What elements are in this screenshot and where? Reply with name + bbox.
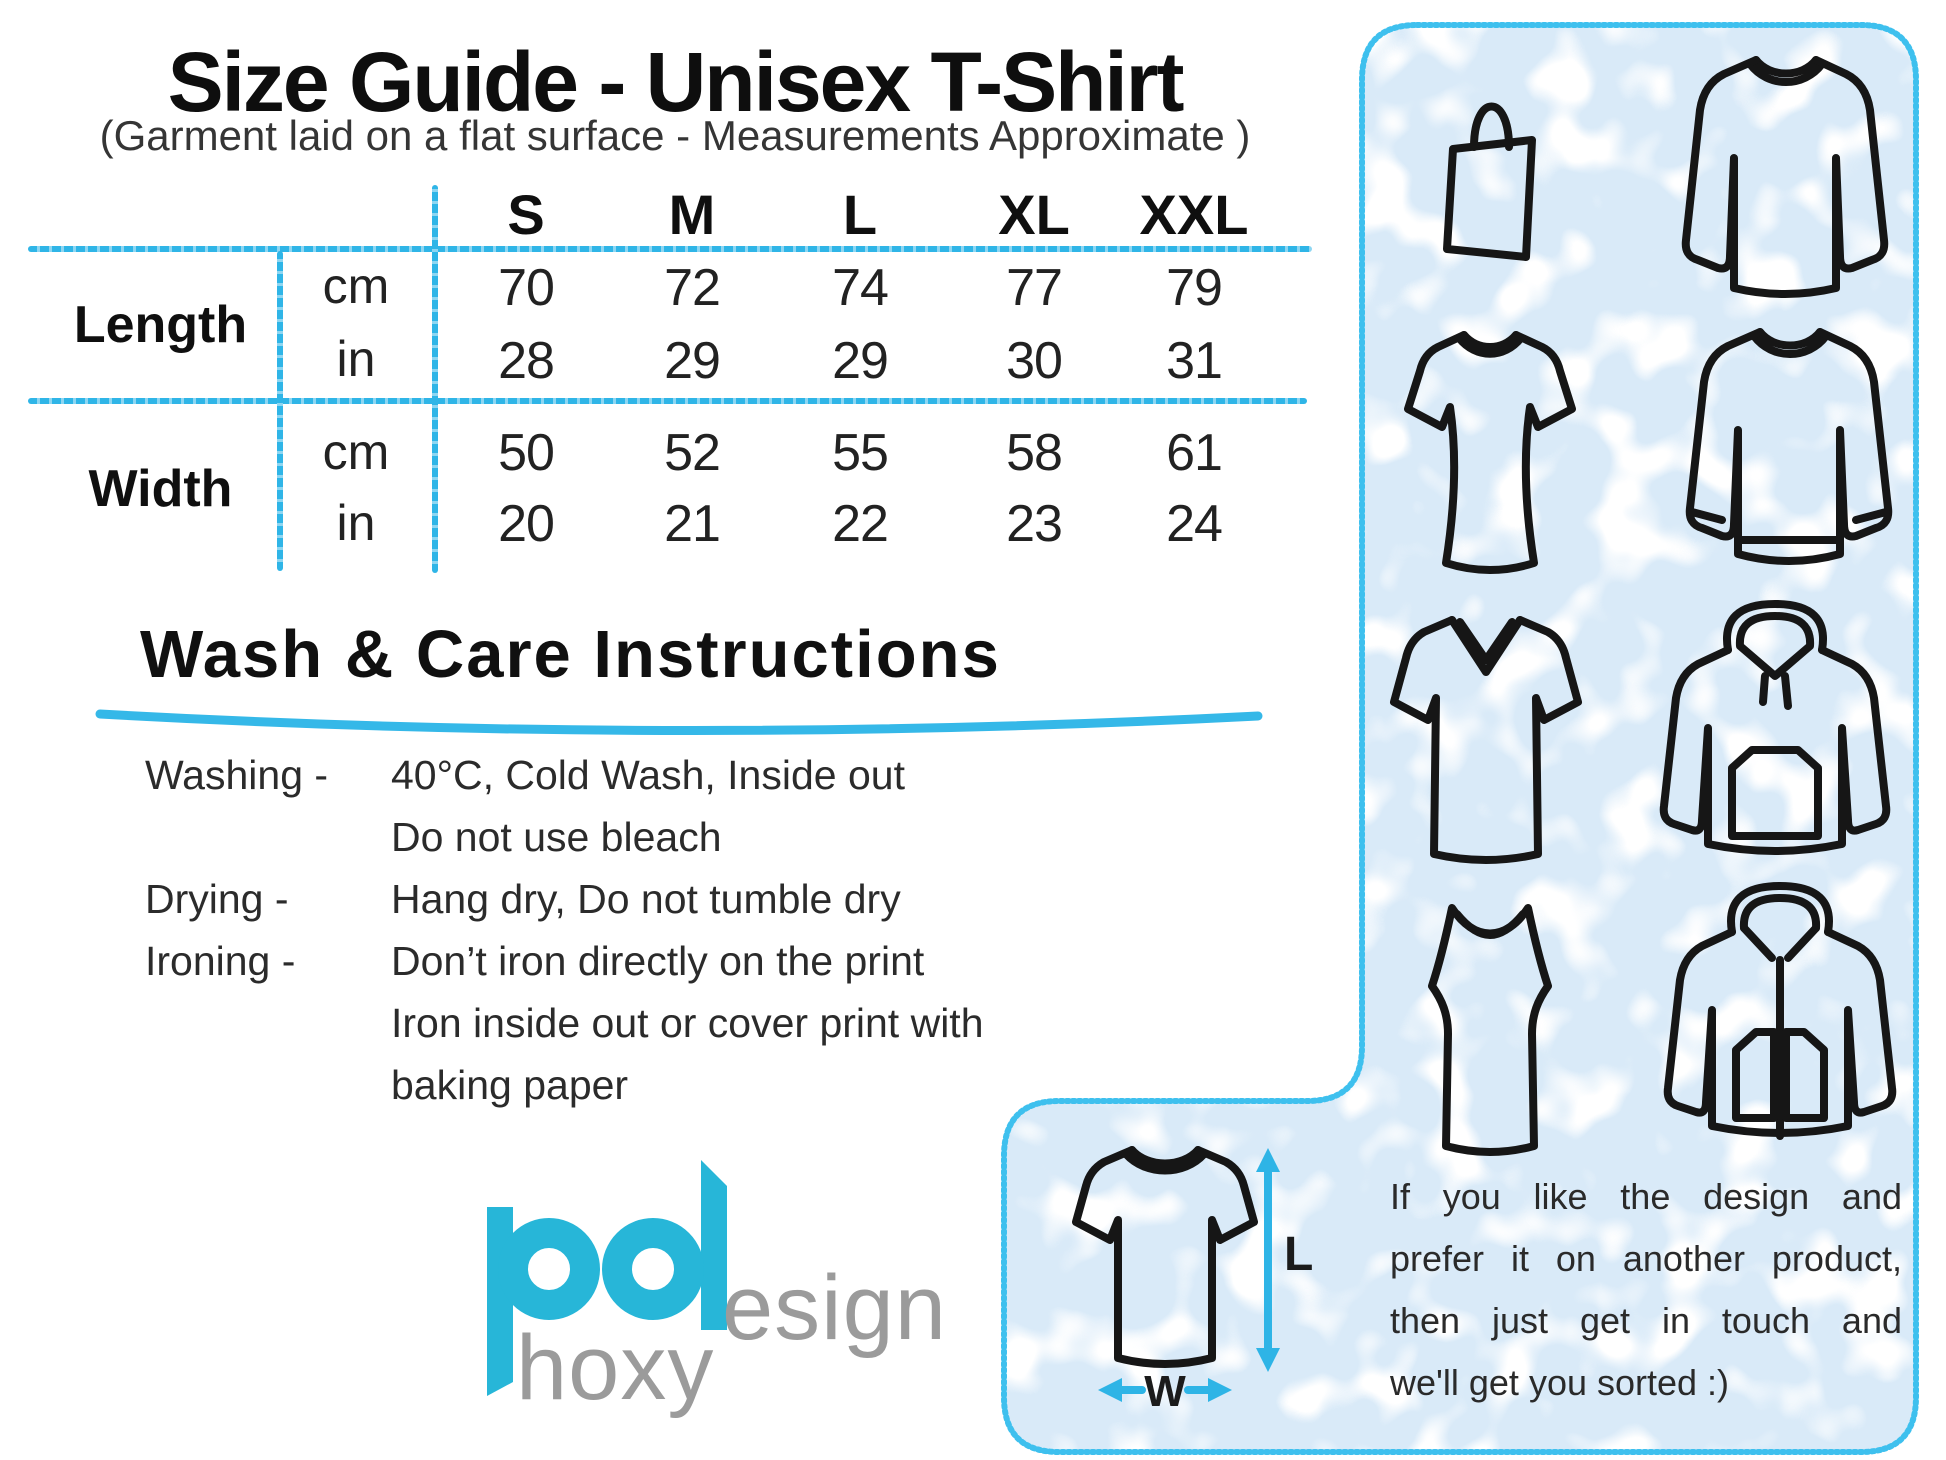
- contact-line: prefer it on another product,: [1390, 1238, 1902, 1279]
- row-label-length: Length: [73, 296, 248, 354]
- length-arrow: [1256, 1148, 1280, 1372]
- width-in-l: 22: [832, 495, 889, 553]
- width-cm-l: 55: [832, 424, 889, 482]
- care-ironing-lines: Don’t iron directly on the print Iron in…: [391, 930, 1155, 1116]
- tote-bag-icon: [1443, 102, 1536, 261]
- length-in-m: 29: [664, 332, 721, 390]
- length-label: L: [1284, 1228, 1313, 1281]
- logo-d-stem: [701, 1160, 727, 1330]
- length-cm-s: 70: [498, 259, 555, 317]
- care-heading: Wash & Care Instructions: [140, 617, 1001, 692]
- contact-line: then just get in touch and: [1390, 1300, 1902, 1341]
- sweatshirt-icon: [1685, 328, 1893, 565]
- care-heading-underline: [95, 709, 1263, 736]
- width-label: W: [1144, 1367, 1186, 1416]
- contact-note: If you like the design and prefer it on …: [1390, 1166, 1902, 1414]
- width-arrow: [1098, 1378, 1232, 1402]
- table-line-middle: [28, 398, 1307, 404]
- logo-d-bowl: [602, 1218, 704, 1320]
- width-in-s: 20: [498, 495, 555, 553]
- length-cm-xxl: 79: [1166, 259, 1223, 317]
- care-line: Iron inside out or cover print with: [391, 1000, 984, 1046]
- brand-logo-hoxy-text: hoxy: [516, 1317, 715, 1419]
- care-label-ironing: Ironing -: [145, 938, 296, 984]
- size-column-xl: XL: [998, 183, 1070, 246]
- care-line: Hang dry, Do not tumble dry: [391, 876, 901, 922]
- width-cm-xxl: 61: [1166, 424, 1223, 482]
- page-title: Size Guide - Unisex T-Shirt: [167, 35, 1185, 129]
- size-column-l: L: [842, 183, 878, 246]
- length-cm-l: 74: [832, 259, 889, 317]
- care-line: Don’t iron directly on the print: [391, 938, 925, 984]
- womens-t-shirt-icon: [1404, 331, 1576, 574]
- unit-length-cm: cm: [322, 258, 390, 314]
- length-in-xl: 30: [1006, 332, 1063, 390]
- panel-border: [1001, 22, 1919, 1455]
- width-cm-m: 52: [664, 424, 721, 482]
- table-line-top: [28, 246, 1312, 252]
- row-label-width: Width: [88, 460, 233, 518]
- care-washing-lines: 40°C, Cold Wash, Inside out Do not use b…: [391, 744, 1155, 868]
- care-line: 40°C, Cold Wash, Inside out: [391, 752, 905, 798]
- care-label-washing: Washing -: [145, 752, 329, 798]
- length-in-s: 28: [498, 332, 555, 390]
- brand-logo-design-text: esign: [722, 1257, 947, 1359]
- hoodie-icon: [1659, 600, 1891, 855]
- unit-width-cm: cm: [322, 424, 390, 480]
- unit-length-in: in: [336, 331, 376, 387]
- length-cm-m: 72: [664, 259, 721, 317]
- unit-width-in: in: [336, 495, 376, 551]
- zip-hoodie-icon: [1663, 882, 1897, 1140]
- size-column-s: S: [507, 183, 545, 246]
- size-column-xxl: XXL: [1139, 183, 1249, 246]
- care-line: Do not use bleach: [391, 814, 722, 860]
- brand-logo-mark: [487, 1160, 727, 1396]
- long-sleeve-shirt-icon: [1681, 56, 1889, 298]
- size-column-m: M: [668, 183, 716, 246]
- v-neck-t-shirt-icon: [1390, 616, 1582, 864]
- care-label-drying: Drying -: [145, 876, 289, 922]
- page-subtitle: (Garment laid on a flat surface - Measur…: [99, 112, 1251, 159]
- table-line-vertical-2: [432, 185, 438, 573]
- contact-line: If you like the design and: [1390, 1176, 1902, 1217]
- width-in-xl: 23: [1006, 495, 1063, 553]
- width-cm-xl: 58: [1006, 424, 1063, 482]
- care-instructions: Washing - 40°C, Cold Wash, Inside out Do…: [145, 744, 1155, 1116]
- length-in-xxl: 31: [1166, 332, 1223, 390]
- length-in-l: 29: [832, 332, 889, 390]
- contact-line: we'll get you sorted :): [1390, 1362, 1730, 1403]
- care-line: baking paper: [391, 1062, 629, 1108]
- care-drying-lines: Hang dry, Do not tumble dry: [391, 868, 1155, 930]
- tank-top-icon: [1428, 904, 1552, 1156]
- length-cm-xl: 77: [1006, 259, 1063, 317]
- logo-p-bowl: [498, 1218, 600, 1320]
- logo-p-stem: [487, 1207, 513, 1396]
- width-cm-s: 50: [498, 424, 555, 482]
- width-in-m: 21: [664, 495, 721, 553]
- table-line-vertical-1: [277, 251, 283, 571]
- width-in-xxl: 24: [1166, 495, 1223, 553]
- measured-t-shirt-icon: [1072, 1146, 1258, 1368]
